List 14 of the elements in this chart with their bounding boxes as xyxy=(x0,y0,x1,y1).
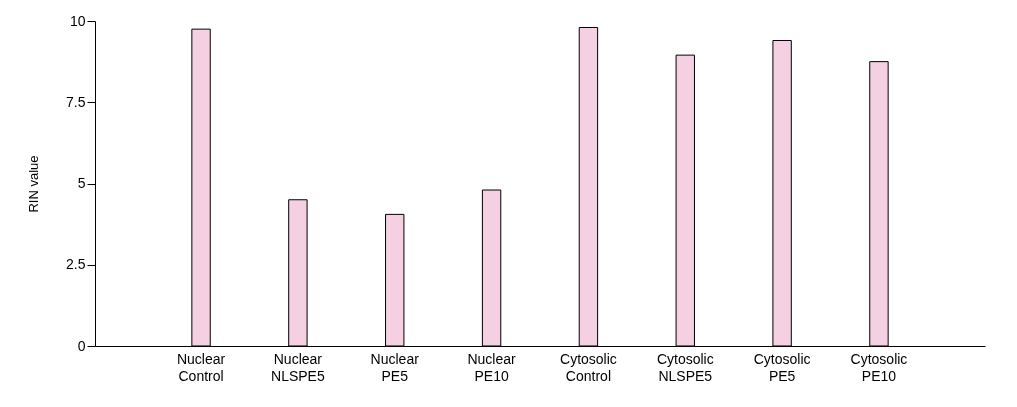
x-tick-label: Nuclear PE5 xyxy=(370,350,420,384)
x-tick-label: Cytosolic NLSPE5 xyxy=(656,350,714,384)
y-axis-title: RIN value xyxy=(26,155,42,213)
x-tick-label: Cytosolic PE5 xyxy=(753,350,811,384)
x-tick-label: Nuclear PE10 xyxy=(467,350,517,384)
x-tick-label: Nuclear NLSPE5 xyxy=(271,350,325,384)
x-tick-label: Cytosolic Control xyxy=(560,350,617,384)
y-tick-label: 5 xyxy=(77,175,86,191)
y-tick-label: 10 xyxy=(69,12,86,29)
x-tick-label: Cytosolic PE10 xyxy=(850,350,908,384)
x-tick-label: Nuclear Control xyxy=(176,350,226,384)
y-tick-label: 7.5 xyxy=(66,93,86,110)
y-tick-label: 2.5 xyxy=(66,256,86,273)
y-tick-label: 0 xyxy=(77,337,86,354)
